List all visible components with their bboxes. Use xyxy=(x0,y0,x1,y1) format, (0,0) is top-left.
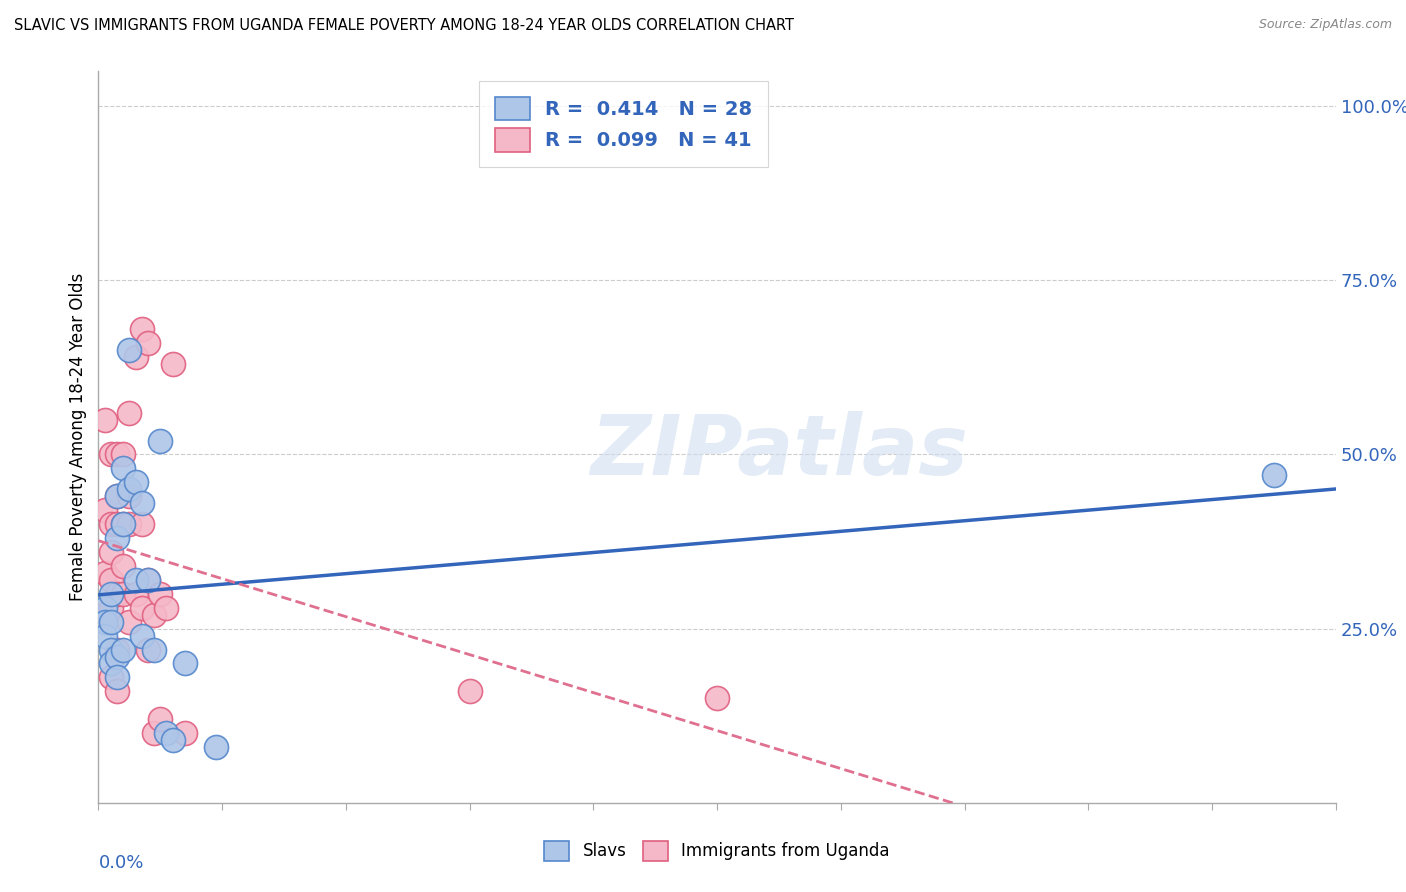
Point xyxy=(149,712,172,726)
Text: Source: ZipAtlas.com: Source: ZipAtlas.com xyxy=(1258,18,1392,31)
Point xyxy=(112,461,135,475)
Point xyxy=(131,322,153,336)
Point xyxy=(136,573,159,587)
Text: ZIPatlas: ZIPatlas xyxy=(591,411,967,492)
Point xyxy=(100,573,122,587)
Point xyxy=(136,336,159,351)
Point xyxy=(93,566,115,580)
Point xyxy=(131,517,153,532)
Point xyxy=(93,607,115,622)
Point xyxy=(105,642,128,657)
Point xyxy=(136,642,159,657)
Point xyxy=(100,657,122,671)
Point xyxy=(124,350,146,364)
Text: 0.0%: 0.0% xyxy=(98,854,143,872)
Point xyxy=(100,670,122,684)
Point xyxy=(100,545,122,559)
Point xyxy=(136,573,159,587)
Point xyxy=(105,517,128,532)
Point xyxy=(100,448,122,462)
Point xyxy=(105,649,128,664)
Point xyxy=(149,587,172,601)
Point xyxy=(118,406,141,420)
Legend: Slavs, Immigrants from Uganda: Slavs, Immigrants from Uganda xyxy=(537,834,897,868)
Point xyxy=(1263,468,1285,483)
Y-axis label: Female Poverty Among 18-24 Year Olds: Female Poverty Among 18-24 Year Olds xyxy=(69,273,87,601)
Point xyxy=(162,357,184,371)
Point xyxy=(143,642,166,657)
Point xyxy=(143,726,166,740)
Point xyxy=(706,691,728,706)
Point xyxy=(105,670,128,684)
Point xyxy=(105,531,128,545)
Point xyxy=(105,489,128,503)
Point xyxy=(155,726,177,740)
Point xyxy=(100,587,122,601)
Point xyxy=(105,587,128,601)
Point xyxy=(112,587,135,601)
Point xyxy=(112,517,135,532)
Point xyxy=(93,629,115,643)
Point xyxy=(205,740,228,755)
Point xyxy=(118,483,141,497)
Point xyxy=(124,475,146,490)
Point xyxy=(458,684,481,698)
Text: SLAVIC VS IMMIGRANTS FROM UGANDA FEMALE POVERTY AMONG 18-24 YEAR OLDS CORRELATIO: SLAVIC VS IMMIGRANTS FROM UGANDA FEMALE … xyxy=(14,18,794,33)
Point xyxy=(112,558,135,573)
Point xyxy=(100,615,122,629)
Point xyxy=(105,448,128,462)
Point xyxy=(112,448,135,462)
Point xyxy=(131,629,153,643)
Point xyxy=(124,573,146,587)
Point xyxy=(149,434,172,448)
Point xyxy=(105,489,128,503)
Point xyxy=(118,615,141,629)
Point xyxy=(131,600,153,615)
Point xyxy=(162,733,184,747)
Point xyxy=(118,489,141,503)
Point xyxy=(174,657,197,671)
Point xyxy=(93,412,115,426)
Point xyxy=(143,607,166,622)
Point xyxy=(93,503,115,517)
Point xyxy=(112,642,135,657)
Point xyxy=(93,615,115,629)
Point xyxy=(100,642,122,657)
Point xyxy=(131,496,153,510)
Point xyxy=(100,600,122,615)
Point xyxy=(100,517,122,532)
Point xyxy=(155,600,177,615)
Point xyxy=(174,726,197,740)
Point xyxy=(118,517,141,532)
Point xyxy=(118,343,141,357)
Point xyxy=(105,684,128,698)
Point xyxy=(112,517,135,532)
Point xyxy=(93,600,115,615)
Point xyxy=(124,587,146,601)
